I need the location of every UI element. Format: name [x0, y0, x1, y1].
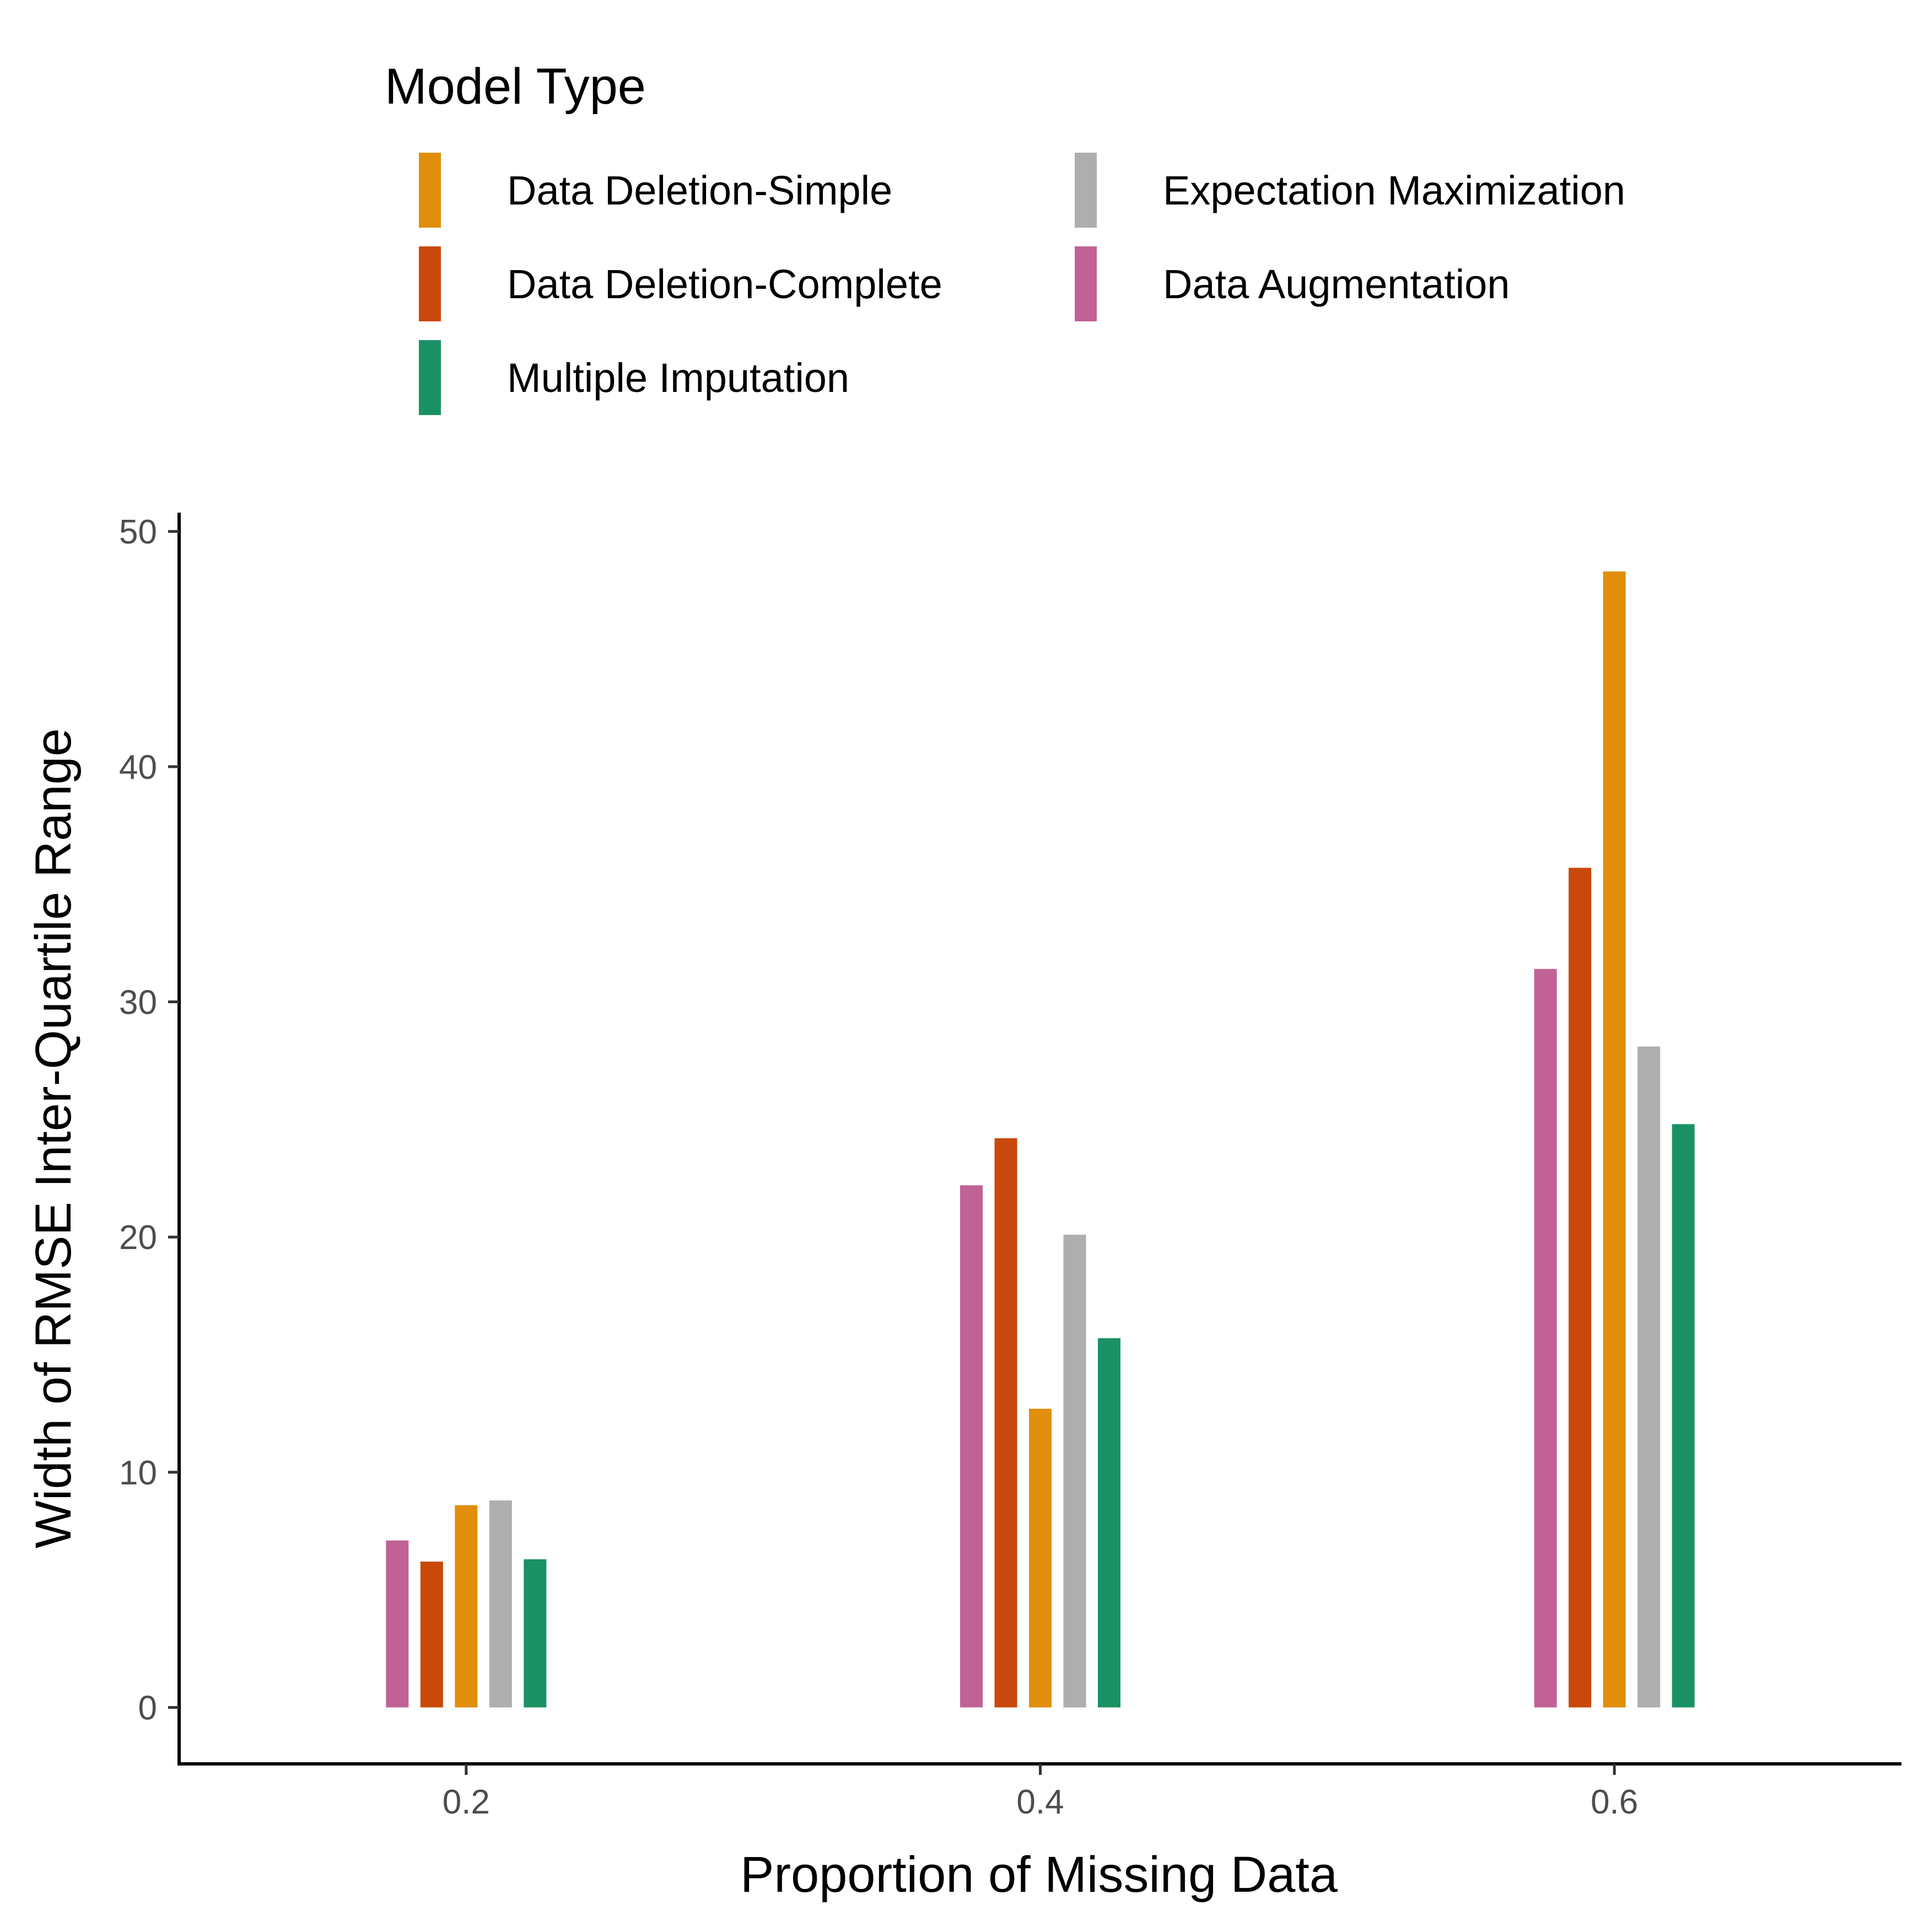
bar: [1029, 1408, 1052, 1708]
legend-swatch: [419, 153, 441, 228]
legend-item: Expectation Maximization: [1075, 153, 1625, 228]
y-tick-label: 30: [119, 984, 157, 1022]
plot-area: 0 10 20 30 40 50 0.2 0.4 0.6 Proportion of Miss…: [25, 513, 1901, 1903]
bar: [455, 1505, 478, 1708]
legend-label: Data Deletion-Complete: [507, 261, 942, 307]
y-axis-ticks: 0 10 20 30 40 50: [119, 513, 179, 1728]
axes: 0 10 20 30 40 50 0.2 0.4 0.6: [119, 513, 1901, 1821]
y-tick-label: 20: [119, 1219, 157, 1257]
bars: [386, 571, 1695, 1708]
legend-label: Expectation Maximization: [1163, 168, 1625, 213]
legend-item: Data Deletion-Simple: [419, 153, 892, 228]
legend-swatch: [1075, 153, 1097, 228]
bar: [386, 1540, 409, 1708]
legend-swatch: [419, 340, 441, 415]
bar: [489, 1500, 512, 1708]
y-tick-label: 40: [119, 749, 157, 787]
y-tick-label: 10: [119, 1454, 157, 1492]
bar: [1603, 571, 1626, 1708]
bar: [1569, 868, 1592, 1708]
bar: [420, 1562, 443, 1708]
bar: [1063, 1234, 1086, 1708]
y-tick-label: 0: [138, 1689, 157, 1728]
legend-label: Data Deletion-Simple: [507, 168, 892, 213]
bar: [1637, 1046, 1661, 1708]
bar: [994, 1138, 1017, 1708]
y-axis-title: Width of RMSE Inter-Quartile Range: [25, 728, 82, 1548]
bar: [1534, 968, 1557, 1708]
x-tick-label: 0.4: [1016, 1783, 1064, 1821]
y-tick-label: 50: [119, 513, 157, 551]
legend-swatch: [1075, 246, 1097, 321]
legend-items: Data Deletion-Simple Data Deletion-Comple…: [419, 153, 1625, 415]
bar: [960, 1185, 983, 1708]
legend-item: Data Augmentation: [1075, 246, 1510, 321]
x-tick-label: 0.2: [443, 1783, 490, 1821]
x-axis-title: Proportion of Missing Data: [740, 1847, 1338, 1903]
bar: [1098, 1338, 1120, 1708]
legend-item: Data Deletion-Complete: [419, 246, 942, 321]
bar: [1672, 1124, 1695, 1708]
legend-label: Multiple Imputation: [507, 355, 849, 401]
x-axis-ticks: 0.2 0.4 0.6: [443, 1764, 1638, 1821]
legend-swatch: [419, 246, 441, 321]
legend-title: Model Type: [385, 58, 646, 115]
legend-label: Data Augmentation: [1163, 261, 1510, 307]
x-tick-label: 0.6: [1591, 1783, 1638, 1821]
legend-item: Multiple Imputation: [419, 340, 849, 415]
bar: [524, 1559, 547, 1708]
